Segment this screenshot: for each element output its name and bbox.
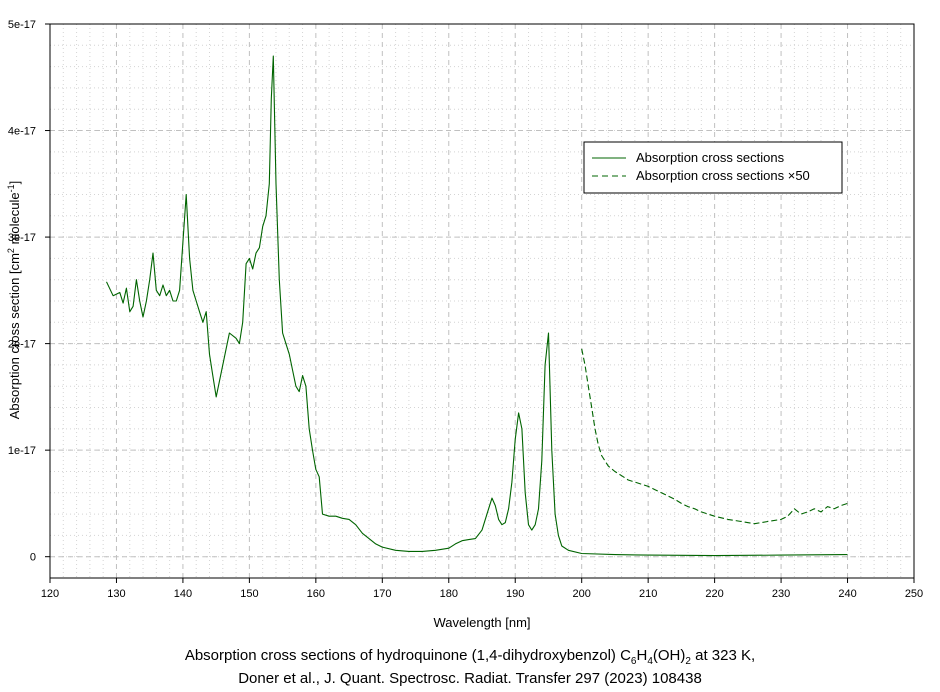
x-axis-title: Wavelength [nm] (433, 615, 530, 630)
x-tick-label: 220 (705, 588, 723, 600)
x-tick-label: 230 (772, 588, 790, 600)
x-tick-label: 200 (573, 588, 591, 600)
legend-box (583, 141, 843, 194)
caption-sub-1: 6 (630, 656, 637, 667)
y-axis-title-part2: molecule (7, 192, 22, 248)
caption-text-c: (OH) (652, 647, 686, 664)
x-tick-label: 170 (373, 588, 391, 600)
x-tick-label: 120 (41, 588, 59, 600)
series-layer (106, 55, 848, 557)
x-tick-label: 250 (905, 588, 923, 600)
y-axis-title-part1: Absorption cross section [cm (7, 253, 22, 419)
series-line-1 (581, 348, 848, 525)
caption-sub-3: 2 (685, 656, 691, 667)
plot-frame (49, 23, 915, 579)
y-tick-label: 2e-17 (8, 339, 36, 351)
x-tick-label: 190 (506, 588, 524, 600)
series-line-0 (106, 55, 848, 557)
caption-line-2: Doner et al., J. Quant. Spectrosc. Radia… (238, 670, 702, 687)
y-tick-label: 1e-17 (8, 445, 36, 457)
x-tick-label: 150 (240, 588, 258, 600)
chart: 120 130 140 150 160 170 180 190 200 210 220 230 240 2… (6, 19, 923, 630)
y-tick-label: 3e-17 (8, 232, 36, 244)
x-tick-label: 240 (838, 588, 856, 600)
y-axis-ticks: 0 1e-17 2e-17 3e-17 4e-17 5e-17 (8, 19, 50, 564)
legend-label-dashed: Absorption cross sections ×50 (636, 168, 810, 183)
x-tick-label: 160 (307, 588, 325, 600)
caption-text-d: at 323 K, (690, 647, 756, 664)
caption-sub-2: 4 (647, 656, 653, 667)
x-tick-label: 180 (440, 588, 458, 600)
x-tick-label: 140 (174, 588, 192, 600)
y-tick-label: 5e-17 (8, 19, 36, 31)
legend-label-solid: Absorption cross sections (636, 150, 785, 165)
y-tick-label: 4e-17 (8, 126, 36, 138)
x-tick-label: 210 (639, 588, 657, 600)
caption-text-b: H (636, 647, 648, 664)
y-axis-title: Absorption cross section [cm2 molecule-1… (6, 181, 22, 419)
x-tick-label: 130 (107, 588, 125, 600)
x-axis-ticks: 120 130 140 150 160 170 180 190 200 210 220 230 240 2… (41, 578, 923, 600)
legend: Absorption cross sections Absorption cro… (583, 141, 843, 194)
y-tick-label: 0 (30, 552, 36, 564)
y-axis-title-part3: ] (7, 181, 22, 185)
y-axis-title-sup1: 2 (6, 248, 16, 253)
caption-line-1: Absorption cross sections of hydroquinon… (0, 647, 940, 667)
caption-text-a: Absorption cross sections of hydroquinon… (184, 647, 631, 664)
y-axis-title-sup2: -1 (6, 184, 16, 192)
